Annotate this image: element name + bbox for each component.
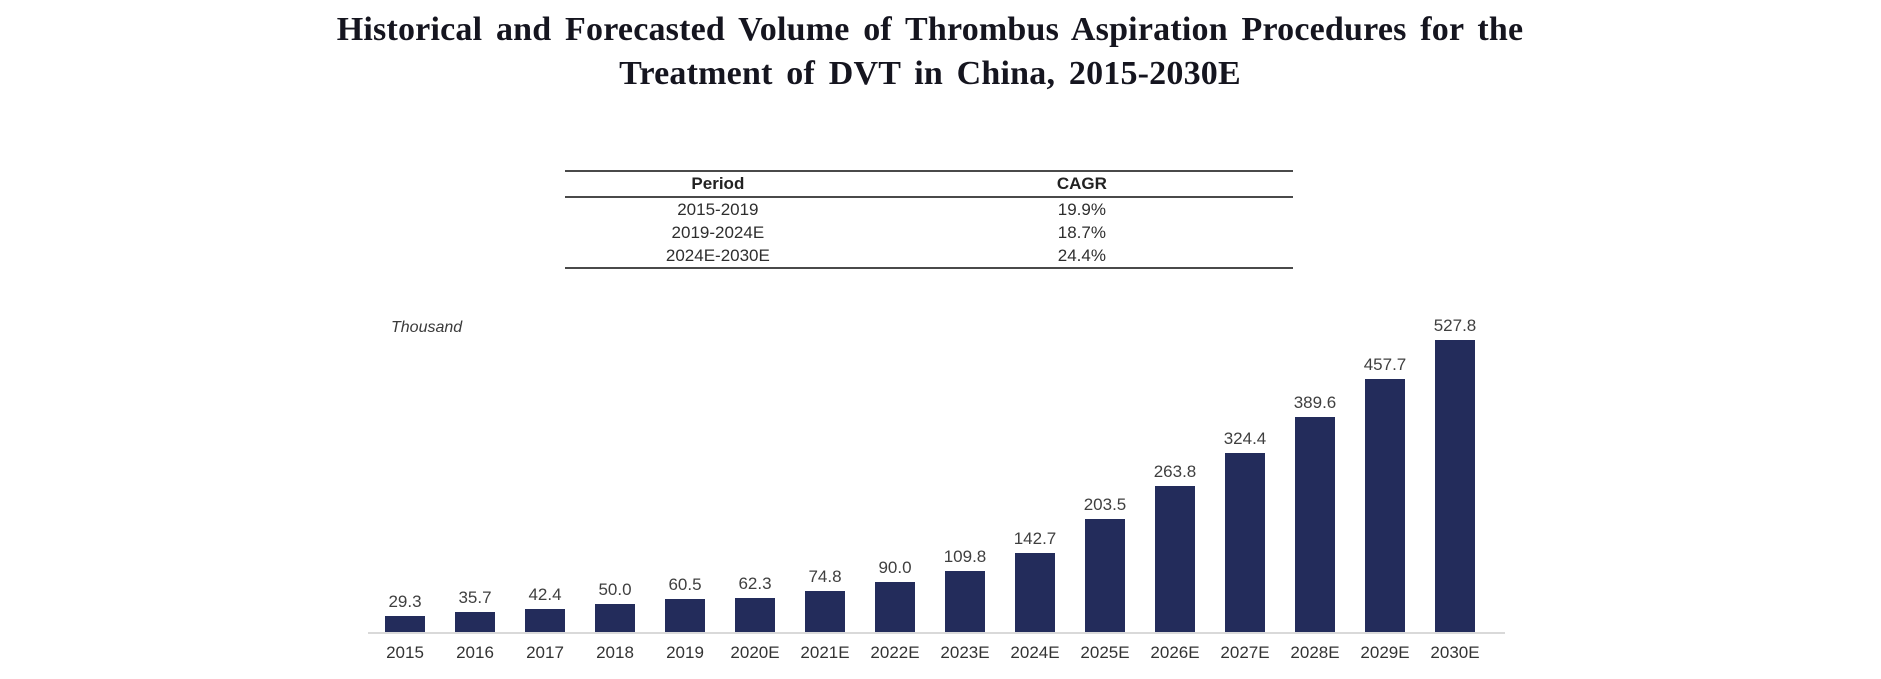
bar [1225, 453, 1265, 632]
chart-title-line2: Treatment of DVT in China, 2015-2030E [619, 55, 1241, 92]
bar-value-label: 62.3 [738, 574, 772, 593]
cagr-table-header-cagr: CAGR [1056, 174, 1107, 193]
bar [1435, 340, 1475, 632]
bar [945, 571, 985, 632]
bar [875, 582, 915, 632]
x-axis-label: 2025E [1080, 643, 1130, 662]
x-axis-label: 2027E [1220, 643, 1270, 662]
x-axis-label: 2026E [1150, 643, 1200, 662]
bar [385, 616, 425, 632]
y-axis-unit-label: Thousand [391, 319, 463, 336]
bar [805, 591, 845, 632]
bar [1295, 417, 1335, 632]
bar [1155, 486, 1195, 632]
x-axis-label: 2017 [526, 643, 564, 662]
x-axis-label: 2029E [1360, 643, 1410, 662]
table-row: 2015-2019 19.9% [565, 198, 1293, 221]
x-axis-label: 2016 [456, 643, 494, 662]
table-row: 2024E-2030E 24.4% [565, 244, 1293, 267]
cagr-table-header-row: Period CAGR [565, 172, 1293, 198]
bar-value-label: 29.3 [388, 592, 422, 611]
bar-value-label: 42.4 [528, 585, 562, 604]
bar-value-label: 142.7 [1013, 529, 1057, 548]
bar [665, 599, 705, 632]
bar-value-label: 324.4 [1223, 429, 1267, 448]
cagr-cell: 18.7% [1057, 222, 1106, 242]
bar-value-label: 35.7 [458, 588, 492, 607]
period-cell: 2019-2024E [671, 222, 765, 242]
bar-value-label: 74.8 [808, 567, 842, 586]
x-axis-label: 2020E [730, 643, 780, 662]
x-axis-label: 2015 [386, 643, 424, 662]
bar-value-label: 50.0 [598, 580, 632, 599]
bar [735, 598, 775, 632]
bar-value-label: 60.5 [668, 575, 702, 594]
bar [525, 609, 565, 632]
x-axis-label: 2021E [800, 643, 850, 662]
chart-title: Historical and Forecasted Volume of Thro… [288, 8, 1572, 96]
x-axis-label: 2022E [870, 643, 920, 662]
chart-title-line1: Historical and Forecasted Volume of Thro… [336, 11, 1524, 48]
bar-value-label: 457.7 [1363, 355, 1407, 374]
bar [455, 612, 495, 632]
bar [1085, 519, 1125, 632]
table-row: 2019-2024E 18.7% [565, 221, 1293, 244]
x-axis-label: 2024E [1010, 643, 1060, 662]
bar-value-label: 90.0 [878, 558, 912, 577]
x-axis-label: 2023E [940, 643, 990, 662]
bar [1365, 379, 1405, 632]
cagr-cell: 19.9% [1057, 199, 1106, 219]
cagr-table-header-period: Period [691, 174, 745, 193]
x-axis-line [368, 632, 1505, 634]
bar-value-label: 263.8 [1153, 462, 1197, 481]
period-cell: 2024E-2030E [665, 245, 770, 265]
bar [1015, 553, 1055, 632]
period-cell: 2015-2019 [677, 199, 759, 219]
bar-value-label: 109.8 [943, 547, 987, 566]
x-axis-label: 2030E [1430, 643, 1480, 662]
bar [595, 604, 635, 632]
bar-value-label: 203.5 [1083, 495, 1127, 514]
x-axis-label: 2018 [596, 643, 634, 662]
cagr-cell: 24.4% [1057, 245, 1106, 265]
x-axis-label: 2028E [1290, 643, 1340, 662]
bar-value-label: 389.6 [1293, 393, 1337, 412]
x-axis-label: 2019 [666, 643, 704, 662]
cagr-table: Period CAGR 2015-2019 19.9% 2019-2024E 1… [565, 170, 1293, 269]
bar-value-label: 527.8 [1433, 316, 1477, 335]
